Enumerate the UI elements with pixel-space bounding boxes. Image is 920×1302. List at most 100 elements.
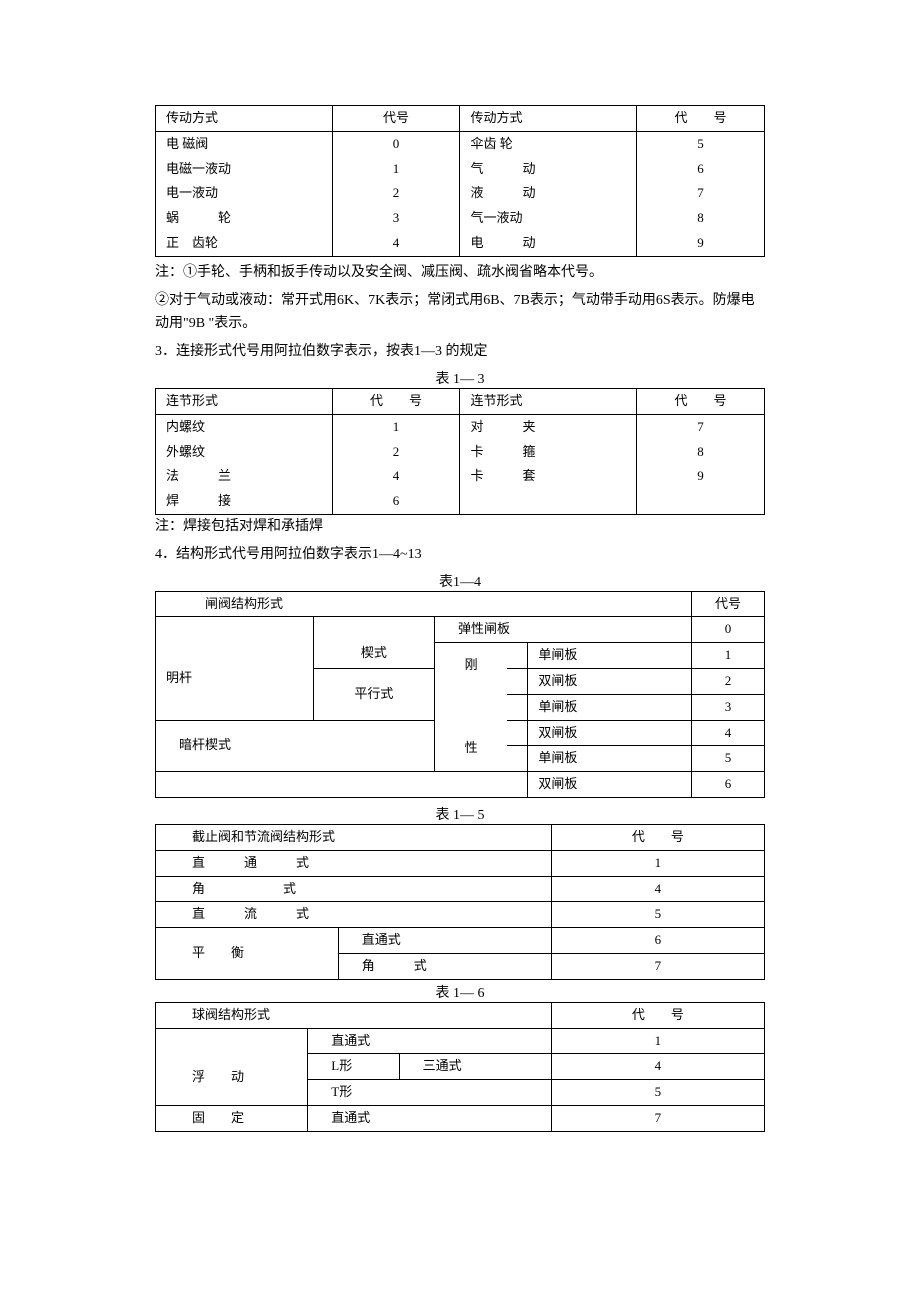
table-header: 代 号 bbox=[551, 1002, 764, 1028]
table-header: 传动方式 bbox=[156, 106, 333, 132]
note-text: 注：焊接包括对焊和承插焊 bbox=[155, 515, 765, 539]
table-cell: 液 动 bbox=[460, 181, 637, 206]
table-cell: 2 bbox=[332, 440, 460, 465]
table-header: 闸阀结构形式 bbox=[156, 591, 692, 617]
table-header: 连节形式 bbox=[460, 388, 637, 414]
table-cell: 直 通 式 bbox=[156, 850, 552, 876]
table-cell: 浮 动 bbox=[156, 1028, 308, 1105]
table-cell: 4 bbox=[332, 464, 460, 489]
table-cell: 单闸板 bbox=[528, 694, 692, 720]
table-cell: 单闸板 bbox=[528, 643, 692, 669]
table-header: 代 号 bbox=[332, 388, 460, 414]
table-caption: 表1—4 bbox=[155, 571, 765, 591]
table-1-4: 闸阀结构形式 代号 明杆 楔式 弹性闸板 0 刚性 单闸板 1 平行式 双闸板 … bbox=[155, 591, 765, 798]
table-caption: 表 1— 3 bbox=[155, 368, 765, 388]
table-cell: 6 bbox=[551, 928, 764, 954]
table-cell: 9 bbox=[637, 231, 765, 256]
table-header: 代 号 bbox=[637, 106, 765, 132]
table-cell: 法 兰 bbox=[156, 464, 333, 489]
table-cell: 蜗 轮 bbox=[156, 206, 333, 231]
table-header: 截止阀和节流阀结构形式 bbox=[156, 824, 552, 850]
table-cell: 平 衡 bbox=[156, 928, 339, 980]
table-cell: 2 bbox=[692, 668, 765, 694]
table-caption: 表 1— 5 bbox=[155, 804, 765, 824]
table-cell: 伞齿 轮 bbox=[460, 131, 637, 156]
table-cell: 5 bbox=[692, 746, 765, 772]
table-cell: 内螺纹 bbox=[156, 414, 333, 439]
table-cell: 5 bbox=[637, 131, 765, 156]
table-cell: T形 bbox=[308, 1080, 552, 1106]
table-cell: 电磁一液动 bbox=[156, 157, 333, 182]
table-cell: 角 式 bbox=[156, 876, 552, 902]
table-cell: 6 bbox=[637, 157, 765, 182]
table-cell: 暗杆楔式 bbox=[156, 720, 435, 772]
table-cell: 7 bbox=[637, 414, 765, 439]
table-cell: 正 齿轮 bbox=[156, 231, 333, 256]
table-cell: 电一液动 bbox=[156, 181, 333, 206]
table-cell: 9 bbox=[637, 464, 765, 489]
note-text: 注：①手轮、手柄和扳手传动以及安全阀、减压阀、疏水阀省略本代号。 bbox=[155, 261, 765, 285]
table-header: 球阀结构形式 bbox=[156, 1002, 552, 1028]
table-cell: 三通式 bbox=[399, 1054, 551, 1080]
table-cell: 6 bbox=[332, 489, 460, 514]
note-text: ②对于气动或液动：常开式用6K、7K表示；常闭式用6B、7B表示；气动带手动用6… bbox=[155, 289, 765, 337]
table-cell: 7 bbox=[551, 953, 764, 979]
table-cell: 明杆 bbox=[156, 617, 314, 720]
table-cell: 1 bbox=[551, 1028, 764, 1054]
table-cell: 楔式 bbox=[313, 617, 434, 669]
table-cell: 电 动 bbox=[460, 231, 637, 256]
table-cell: 6 bbox=[692, 772, 765, 798]
table-header: 代号 bbox=[692, 591, 765, 617]
table-1-2: 传动方式 代号 传动方式 代 号 电 磁阀 0 伞齿 轮 5 电磁一液动 1 气… bbox=[155, 105, 765, 257]
table-cell: 弹性闸板 bbox=[435, 617, 692, 643]
table-cell: 4 bbox=[551, 876, 764, 902]
table-cell: 气 动 bbox=[460, 157, 637, 182]
table-cell: 双闸板 bbox=[528, 772, 692, 798]
table-1-5: 截止阀和节流阀结构形式 代 号 直 通 式 1 角 式 4 直 流 式 5 平 … bbox=[155, 824, 765, 980]
table-cell: 4 bbox=[332, 231, 460, 256]
table-cell: 4 bbox=[551, 1054, 764, 1080]
heading-3: 3．连接形式代号用阿拉伯数字表示，按表1—3 的规定 bbox=[155, 340, 765, 364]
table-cell: 7 bbox=[551, 1105, 764, 1131]
table-1-3: 连节形式 代 号 连节形式 代 号 内螺纹 1 对 夹 7 外螺纹 2 卡 箍 … bbox=[155, 388, 765, 515]
table-cell: 刚性 bbox=[435, 643, 508, 772]
table-cell: 7 bbox=[637, 181, 765, 206]
heading-4: 4．结构形式代号用阿拉伯数字表示1—4~13 bbox=[155, 543, 765, 567]
table-cell: 气一液动 bbox=[460, 206, 637, 231]
table-cell: 0 bbox=[692, 617, 765, 643]
table-cell: 5 bbox=[551, 1080, 764, 1106]
table-cell: 1 bbox=[332, 414, 460, 439]
table-cell: 1 bbox=[332, 157, 460, 182]
table-cell: 电 磁阀 bbox=[156, 131, 333, 156]
table-cell: 双闸板 bbox=[528, 720, 692, 746]
table-cell: 4 bbox=[692, 720, 765, 746]
table-header: 传动方式 bbox=[460, 106, 637, 132]
table-cell: 3 bbox=[692, 694, 765, 720]
table-cell: 直通式 bbox=[338, 928, 551, 954]
table-header: 连节形式 bbox=[156, 388, 333, 414]
table-cell: 直通式 bbox=[308, 1105, 552, 1131]
table-cell bbox=[637, 489, 765, 514]
table-cell: 5 bbox=[551, 902, 764, 928]
table-header: 代号 bbox=[332, 106, 460, 132]
table-cell: 固 定 bbox=[156, 1105, 308, 1131]
table-cell: L形 bbox=[308, 1054, 399, 1080]
table-cell: 直通式 bbox=[308, 1028, 552, 1054]
table-cell: 焊 接 bbox=[156, 489, 333, 514]
table-cell: 双闸板 bbox=[528, 668, 692, 694]
table-cell: 1 bbox=[551, 850, 764, 876]
table-cell: 直 流 式 bbox=[156, 902, 552, 928]
table-cell: 0 bbox=[332, 131, 460, 156]
table-header: 代 号 bbox=[551, 824, 764, 850]
table-cell: 8 bbox=[637, 206, 765, 231]
table-cell: 2 bbox=[332, 181, 460, 206]
table-cell: 1 bbox=[692, 643, 765, 669]
table-cell: 角 式 bbox=[338, 953, 551, 979]
table-cell: 卡 箍 bbox=[460, 440, 637, 465]
table-1-6: 球阀结构形式 代 号 浮 动 直通式 1 L形 三通式 4 T形 5 固 定 直… bbox=[155, 1002, 765, 1132]
table-cell: 单闸板 bbox=[528, 746, 692, 772]
table-cell bbox=[460, 489, 637, 514]
table-cell: 8 bbox=[637, 440, 765, 465]
table-cell: 对 夹 bbox=[460, 414, 637, 439]
table-cell: 3 bbox=[332, 206, 460, 231]
